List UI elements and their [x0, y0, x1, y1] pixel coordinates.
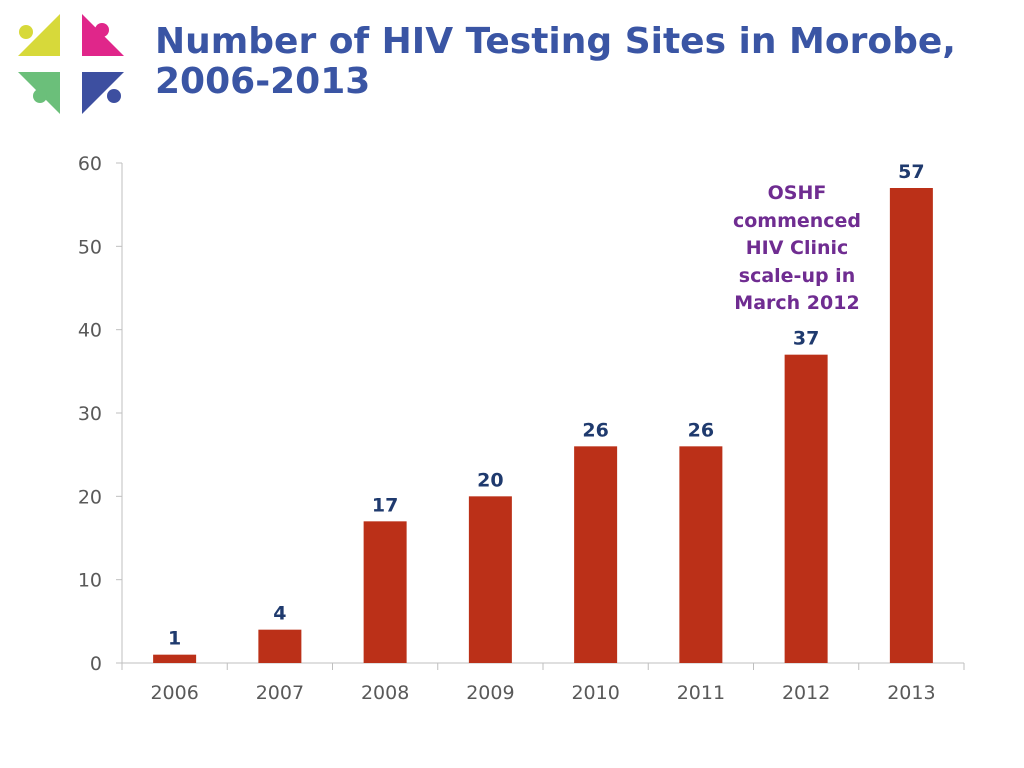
annotation-line-2: commenced [732, 209, 862, 232]
data-label-2007: 4 [273, 603, 286, 625]
y-tick-label: 0 [90, 653, 102, 675]
annotation-line-1: OSHF [767, 182, 827, 204]
annotation-line-4: scale-up in [738, 264, 856, 287]
x-tick-label: 2012 [782, 682, 830, 704]
data-label-2012: 37 [793, 328, 819, 350]
data-label-2006: 1 [168, 628, 181, 650]
bar-2011 [679, 446, 723, 663]
logo-blue-petal-icon [82, 72, 124, 114]
bar-2006 [153, 654, 197, 663]
x-tick-label: 2006 [150, 682, 198, 704]
y-tick-label: 30 [78, 403, 102, 425]
x-tick-label: 2008 [361, 682, 409, 704]
x-tick-label: 2010 [571, 682, 619, 704]
y-tick-label: 40 [78, 320, 102, 342]
bar-2012 [784, 354, 828, 663]
x-tick-label: 2011 [677, 682, 725, 704]
data-label-2010: 26 [582, 419, 608, 441]
x-tick-label: 2007 [256, 682, 304, 704]
bar-2013 [889, 188, 933, 663]
logo-blue-dot-icon [107, 89, 121, 103]
annotation-line-5: March 2012 [734, 292, 860, 314]
bar-2010 [574, 446, 618, 663]
data-label-2008: 17 [372, 494, 398, 516]
chart-annotation: OSHF commenced HIV Clinic scale-up in Ma… [712, 180, 882, 318]
page-title-line-1: Number of HIV Testing Sites in Morobe, [155, 21, 956, 62]
page-title: Number of HIV Testing Sites in Morobe, 2… [155, 22, 995, 102]
logo-green-dot-icon [33, 89, 47, 103]
page-title-line-2: 2006-2013 [155, 61, 371, 102]
y-tick-label: 10 [78, 570, 102, 592]
data-label-2013: 57 [898, 161, 924, 183]
bar-2007 [258, 629, 302, 663]
logo-magenta-petal-icon [82, 14, 124, 56]
annotation-line-3: HIV Clinic [745, 237, 849, 259]
organization-logo-icon [18, 14, 124, 114]
bar-2009 [468, 496, 512, 663]
y-tick-label: 50 [78, 236, 102, 258]
x-tick-label: 2009 [466, 682, 514, 704]
data-label-2011: 26 [688, 419, 714, 441]
data-label-2009: 20 [477, 469, 503, 491]
bar-2008 [363, 521, 407, 663]
y-tick-label: 60 [78, 153, 102, 175]
y-tick-label: 20 [78, 486, 102, 508]
logo-yellow-petal-icon [18, 14, 60, 56]
x-tick-label: 2013 [887, 682, 935, 704]
logo-yellow-dot-icon [19, 25, 33, 39]
